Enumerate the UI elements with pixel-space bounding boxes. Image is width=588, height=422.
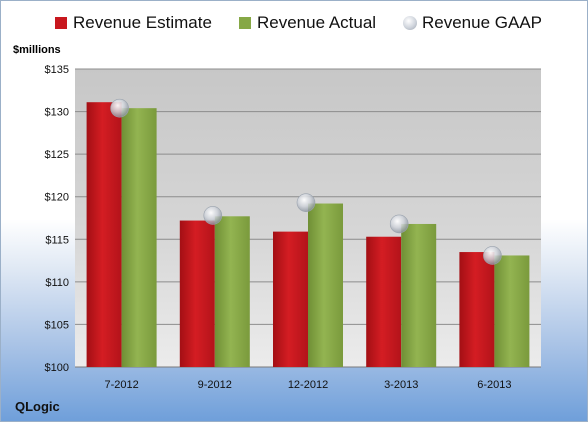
bar-revenue-actual <box>308 203 343 367</box>
legend-item-revenue-gaap: Revenue GAAP <box>403 13 542 33</box>
x-tick-label: 12-2012 <box>288 379 328 391</box>
legend-item-revenue-estimate: Revenue Estimate <box>55 13 212 33</box>
y-tick-label: $100 <box>45 362 69 374</box>
y-tick-label: $105 <box>45 319 69 331</box>
legend-label-revenue-estimate: Revenue Estimate <box>73 13 212 32</box>
bar-revenue-estimate <box>179 220 215 367</box>
marker-revenue-gaap <box>483 246 502 265</box>
legend-swatch-revenue-estimate <box>55 17 67 29</box>
y-tick-label: $130 <box>45 107 69 119</box>
legend-label-revenue-actual: Revenue Actual <box>257 13 377 32</box>
bar-revenue-actual <box>401 223 437 367</box>
y-tick-label: $120 <box>45 192 69 204</box>
marker-revenue-gaap <box>203 206 223 225</box>
company-name: QLogic <box>15 399 60 414</box>
marker-revenue-gaap <box>110 98 129 118</box>
legend-swatch-revenue-actual <box>239 17 251 29</box>
marker-revenue-gaap <box>389 214 409 234</box>
y-tick-label: $110 <box>45 277 69 289</box>
bar-revenue-actual <box>494 255 530 367</box>
y-tick-label: $135 <box>45 64 69 76</box>
bar-revenue-estimate <box>273 231 308 367</box>
bar-revenue-estimate <box>459 252 495 367</box>
y-tick-label: $125 <box>45 149 69 161</box>
legend-label-revenue-gaap: Revenue GAAP <box>422 13 543 32</box>
x-tick-label: 7-2012 <box>104 379 138 391</box>
bar-revenue-actual <box>214 216 250 367</box>
legend: Revenue Estimate Revenue Actual Revenue … <box>1 1 587 41</box>
marker-revenue-gaap <box>296 193 316 212</box>
legend-item-revenue-actual: Revenue Actual <box>239 13 376 33</box>
y-tick-label: $115 <box>45 234 69 246</box>
y-axis-units-label: $millions <box>13 44 61 56</box>
legend-marker-revenue-gaap <box>403 16 417 30</box>
x-tick-label: 6-2013 <box>477 379 511 391</box>
x-tick-label: 3-2013 <box>384 379 418 391</box>
bar-revenue-estimate <box>366 236 402 367</box>
bar-revenue-estimate <box>86 102 122 367</box>
x-tick-label: 9-2012 <box>198 379 232 391</box>
bar-revenue-actual <box>121 108 157 367</box>
